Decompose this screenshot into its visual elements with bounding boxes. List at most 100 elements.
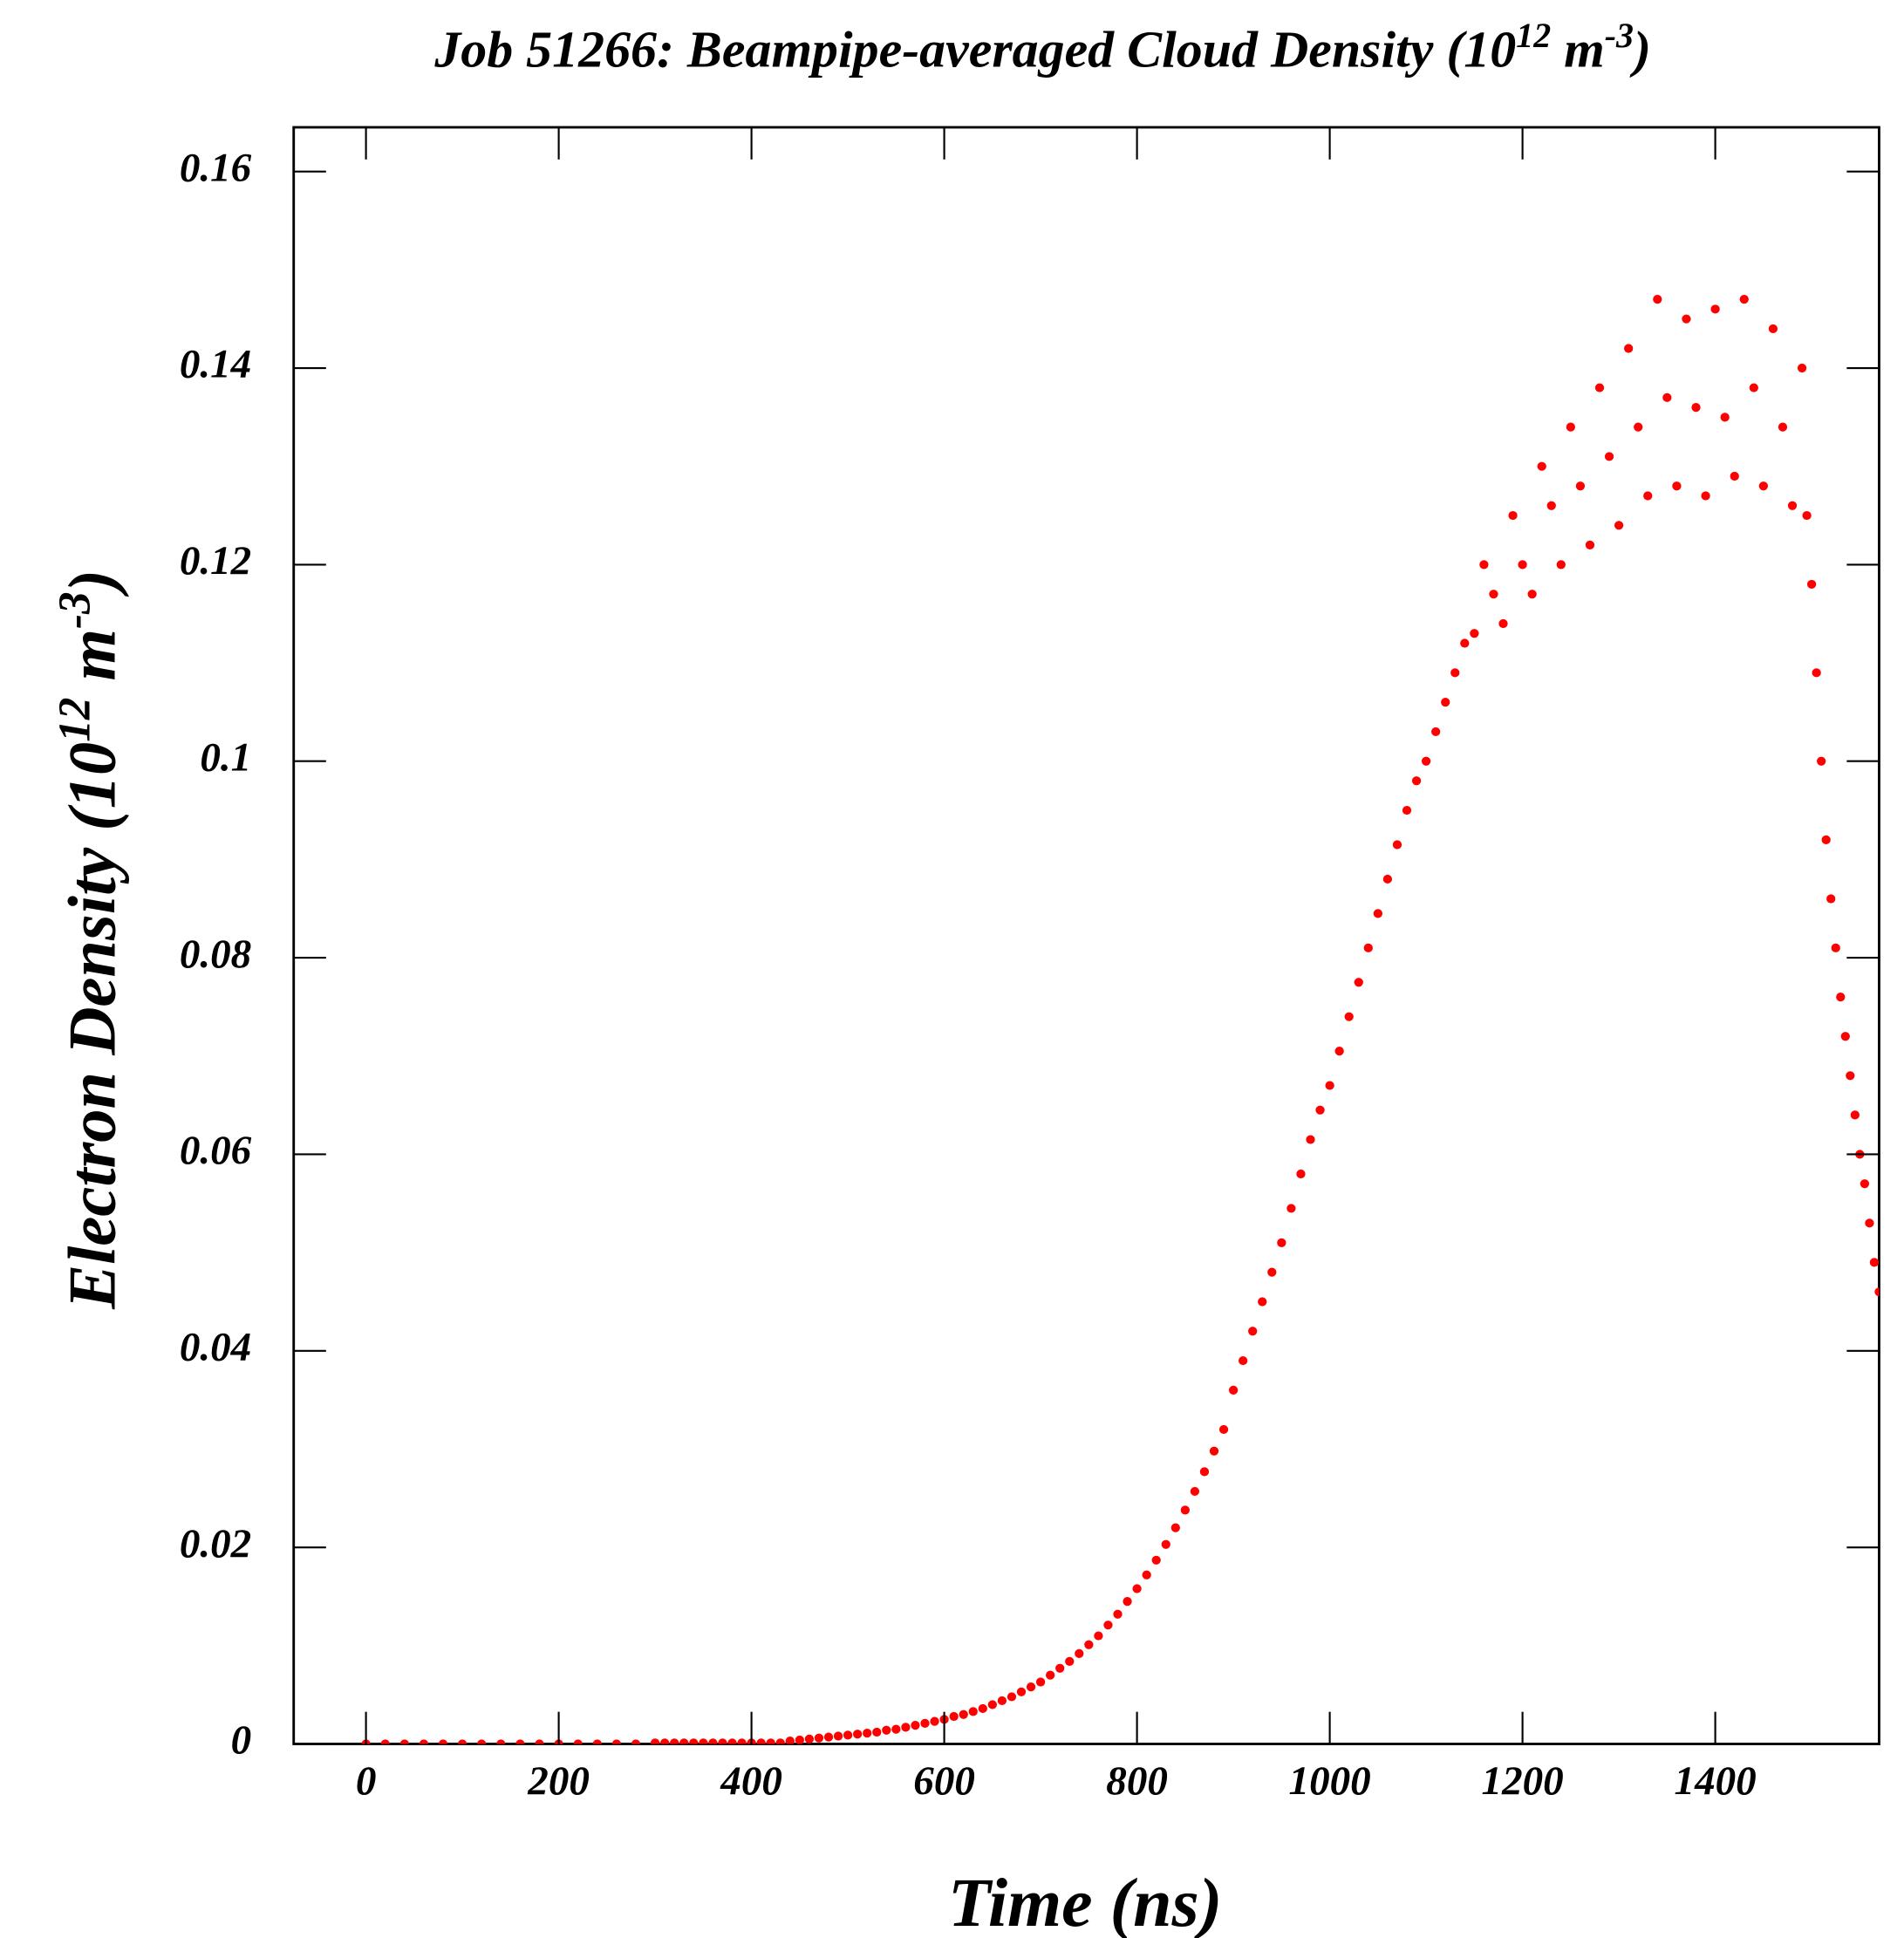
data-point xyxy=(833,1731,843,1741)
y-axis-label: Electron Density (1012 m-3) xyxy=(51,570,130,1310)
data-point xyxy=(1450,668,1460,678)
data-point xyxy=(1460,638,1470,648)
x-axis-label: Time (ns) xyxy=(948,1865,1222,1938)
data-point xyxy=(1498,618,1508,629)
data-point xyxy=(718,1738,727,1744)
data-point xyxy=(1075,1648,1084,1658)
data-point xyxy=(1431,727,1441,737)
y-tick-label: 0 xyxy=(231,1717,252,1763)
data-point xyxy=(1084,1640,1094,1649)
title-text: ) xyxy=(1629,21,1651,78)
data-point xyxy=(997,1696,1007,1706)
data-point xyxy=(1614,521,1624,530)
data-point xyxy=(1836,993,1846,1002)
data-point xyxy=(1850,1110,1860,1120)
data-point xyxy=(1594,383,1605,392)
y-tick-label: 0.16 xyxy=(180,146,252,191)
data-point xyxy=(843,1730,853,1740)
data-point xyxy=(419,1739,429,1744)
data-point xyxy=(1026,1682,1036,1692)
data-point xyxy=(1802,510,1812,521)
data-point xyxy=(978,1703,987,1714)
data-point xyxy=(1604,452,1614,461)
data-point xyxy=(1180,1505,1190,1515)
data-point xyxy=(660,1738,670,1744)
data-point xyxy=(1402,805,1412,815)
data-point xyxy=(1653,295,1662,304)
data-point xyxy=(1441,698,1450,707)
data-point xyxy=(438,1739,448,1744)
data-point xyxy=(1672,481,1682,491)
data-point xyxy=(1016,1687,1027,1696)
data-point xyxy=(1258,1297,1267,1307)
data-point xyxy=(1228,1385,1239,1395)
data-point xyxy=(1132,1584,1142,1593)
data-point xyxy=(1363,943,1373,952)
data-point xyxy=(775,1738,785,1744)
x-tick-label: 0 xyxy=(356,1758,377,1804)
data-point xyxy=(1306,1135,1315,1144)
data-point xyxy=(968,1707,978,1716)
data-point xyxy=(1846,1071,1855,1081)
y-tick-label: 0.04 xyxy=(180,1325,251,1370)
data-point xyxy=(1682,314,1691,324)
y-tick-label: 0.14 xyxy=(180,342,251,387)
data-point xyxy=(891,1724,901,1734)
data-point xyxy=(515,1739,525,1744)
data-point xyxy=(1354,978,1363,987)
x-tick-label: 1200 xyxy=(1482,1758,1564,1804)
data-point xyxy=(1199,1467,1210,1477)
title-sup: 12 xyxy=(1516,17,1551,55)
data-point xyxy=(1575,481,1586,491)
y-label-text: m xyxy=(55,629,129,698)
data-point xyxy=(727,1738,737,1744)
data-point xyxy=(1817,756,1826,766)
chart-title: Job 51266: Beampipe-averaged Cloud Densi… xyxy=(433,17,1651,78)
data-point xyxy=(1094,1631,1103,1641)
data-point xyxy=(1286,1204,1296,1213)
data-point xyxy=(1701,491,1710,501)
data-point xyxy=(853,1730,863,1739)
data-point xyxy=(823,1732,834,1742)
data-point xyxy=(1758,481,1768,491)
data-point xyxy=(1869,1258,1880,1267)
data-point xyxy=(1113,1609,1123,1619)
y-tick-label: 0.08 xyxy=(180,931,251,977)
data-point xyxy=(1527,590,1537,599)
data-point xyxy=(1373,909,1382,918)
x-tick-label: 600 xyxy=(913,1758,975,1804)
data-point xyxy=(1296,1169,1306,1179)
data-point xyxy=(679,1738,689,1744)
data-point xyxy=(1046,1670,1055,1680)
x-tick-label: 1000 xyxy=(1289,1758,1371,1804)
data-point xyxy=(1865,1218,1874,1228)
data-point xyxy=(1489,590,1498,599)
data-point xyxy=(1508,510,1518,521)
data-point xyxy=(1778,422,1788,432)
data-point xyxy=(1325,1081,1334,1090)
data-point xyxy=(1840,1032,1850,1041)
data-point xyxy=(1518,560,1527,570)
data-point xyxy=(631,1739,641,1744)
data-point xyxy=(1161,1539,1170,1549)
title-text: Job 51266: Beampipe-averaged Cloud Densi… xyxy=(433,21,1516,78)
y-label-sup: 12 xyxy=(51,698,100,742)
y-tick-label: 0.1 xyxy=(200,735,251,781)
data-point xyxy=(650,1738,660,1744)
data-point xyxy=(477,1739,487,1744)
data-point xyxy=(1344,1012,1354,1021)
data-point xyxy=(457,1739,467,1744)
data-point xyxy=(959,1709,968,1719)
data-point xyxy=(1277,1238,1286,1247)
data-point xyxy=(987,1700,997,1709)
data-point xyxy=(1662,392,1672,402)
data-point xyxy=(1411,776,1422,786)
data-point xyxy=(1065,1656,1075,1666)
data-point xyxy=(1142,1570,1151,1580)
x-tick-label: 1400 xyxy=(1675,1758,1757,1804)
y-label-text: Electron Density (10 xyxy=(55,742,129,1310)
data-point xyxy=(1826,894,1836,904)
data-point xyxy=(1470,629,1479,638)
data-point xyxy=(766,1738,775,1744)
